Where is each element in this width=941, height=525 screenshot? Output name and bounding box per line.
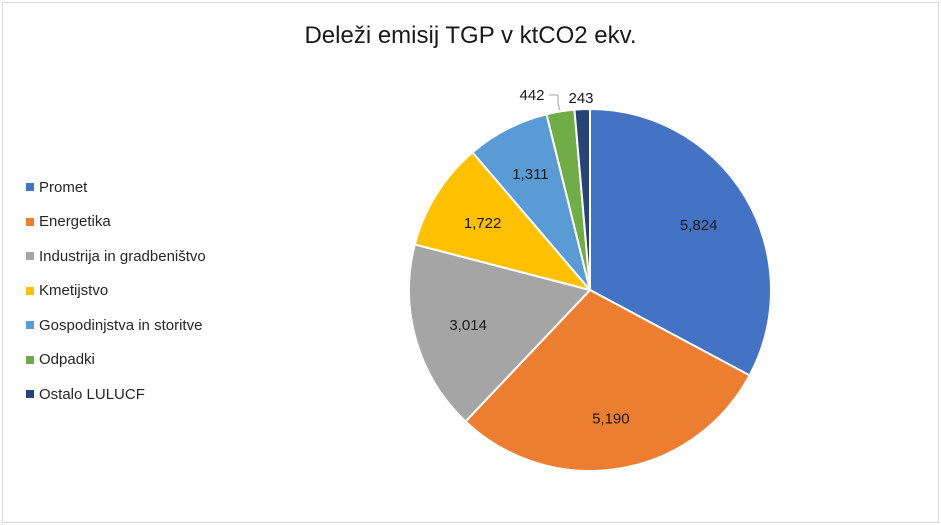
legend-swatch xyxy=(26,183,34,192)
legend-swatch xyxy=(26,355,34,364)
legend-swatch xyxy=(26,321,34,330)
pie-slice-7 xyxy=(573,107,591,291)
legend-item-energetika: Energetika xyxy=(26,205,206,240)
data-label-3: 3,014 xyxy=(449,317,487,334)
legend-label: Ostalo LULUCF xyxy=(39,385,145,403)
pie-slice-1 xyxy=(589,107,772,377)
pie-slice-3 xyxy=(408,243,592,423)
legend-item-kmetijstvo: Kmetijstvo xyxy=(26,274,206,309)
legend-item-odpadki: Odpadki xyxy=(26,343,206,378)
legend-label: Kmetijstvo xyxy=(39,282,109,300)
legend-item-industrija: Industrija in gradbeništvo xyxy=(26,239,206,274)
legend-item-gospodinjstva: Gospodinjstva in storitve xyxy=(26,308,206,343)
legend-swatch xyxy=(26,252,34,261)
legend-label: Industrija in gradbeništvo xyxy=(39,247,206,265)
legend-item-ostalo-lulucf: Ostalo LULUCF xyxy=(26,377,206,412)
legend-item-promet: Promet xyxy=(26,170,206,205)
legend-swatch xyxy=(26,390,34,399)
chart-title: Deleži emisij TGP v ktCO2 ekv. xyxy=(304,22,637,49)
legend-label: Odpadki xyxy=(39,351,95,369)
legend-label: Energetika xyxy=(39,213,111,231)
leader-line xyxy=(549,94,561,111)
legend-label: Gospodinjstva in storitve xyxy=(39,316,203,334)
pie-slice-4 xyxy=(413,150,593,292)
data-label-4: 1,722 xyxy=(464,215,502,232)
pie-slice-2 xyxy=(464,288,751,472)
data-label-7: 243 xyxy=(568,90,593,107)
legend-swatch xyxy=(26,286,34,295)
data-label-5: 1,311 xyxy=(512,166,548,183)
data-label-2: 5,190 xyxy=(592,411,630,428)
chart-legend: Promet Energetika Industrija in gradbeni… xyxy=(26,170,206,412)
legend-swatch xyxy=(26,217,34,226)
data-label-1: 5,824 xyxy=(680,217,718,234)
legend-label: Promet xyxy=(39,178,88,196)
data-label-6: 442 xyxy=(519,87,544,104)
